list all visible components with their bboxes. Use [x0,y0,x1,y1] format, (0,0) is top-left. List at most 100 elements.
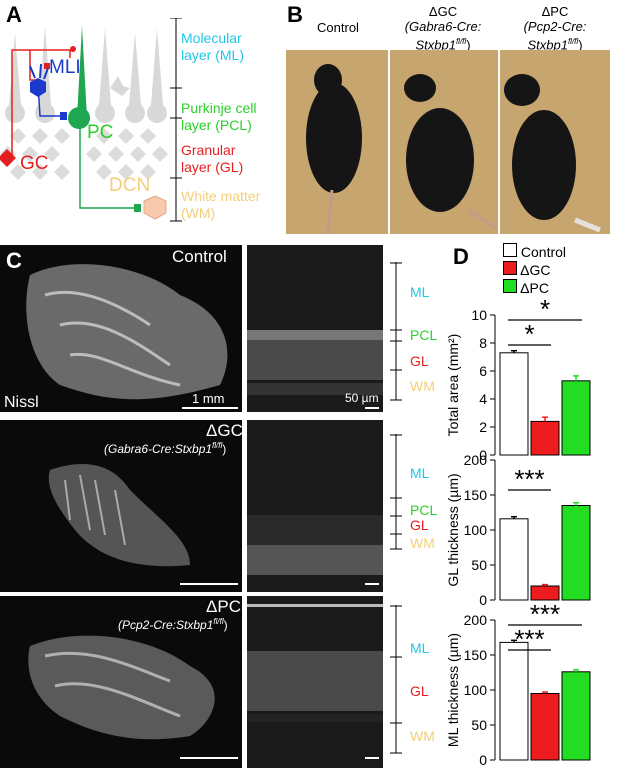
header-dpc-line2: (Pcp2-Cre: [523,19,587,34]
bar [499,352,529,456]
y-tick-label: 50 [471,557,487,573]
c-control-ml: ML [410,284,430,300]
layer-bracket-control [390,262,402,401]
bar [499,641,529,761]
header-dpc-line1: ΔPC [541,4,569,19]
significance-marker: *** [514,624,544,654]
section-dpc [0,596,242,768]
legend-swatch-dpc [503,279,517,293]
section-control [0,245,242,412]
row-dgc-subtitle: (Gabra6-Cre:Stxbp1fl/fl) [104,441,226,456]
header-dpc-close: ) [578,37,583,53]
mouse-photo-control [286,50,388,234]
micrograph-dgc [247,420,383,592]
bar [499,518,529,601]
y-tick-label: 100 [464,522,488,538]
y-axis-label: Total area (mm²) [445,334,461,437]
pc-label: PC [87,122,114,143]
micrograph-dpc [247,596,383,768]
micrograph-control [247,245,383,412]
y-tick-label: 8 [479,335,487,351]
bar [530,585,560,601]
header-dpc-sup: fl/fl [567,37,579,46]
layer-bracket-dgc [390,434,402,550]
c-control-gl: GL [410,353,429,369]
y-tick-label: 6 [479,363,487,379]
c-dpc-wm: WM [410,728,435,744]
c-control-pcl: PCL [410,327,438,343]
section-scale-bar-dgc [180,583,238,585]
row-dpc-subtitle-sup: fl/fl [213,617,224,626]
y-axis-label: GL thickness (µm) [445,473,461,586]
header-dgc-line3: Stxbp1 [415,37,456,53]
bar [561,380,591,456]
header-control-line1: Control [317,20,359,35]
y-tick-label: 50 [471,717,487,733]
header-dpc-line3: Stxbp1 [527,37,568,53]
legend-swatch-control [503,243,517,257]
layer-label-pcl: Purkinje cell layer (PCL) [181,100,257,133]
row-dpc-subtitle-text: (Pcp2-Cre:Stxbp1 [118,618,214,632]
cerebellum-slice-control [26,264,228,400]
mouse-silhouette-dgc [404,74,497,230]
layer-label-wm: White matter (WM) [181,188,261,221]
layer-label-ml: Molecular layer (ML) [181,30,245,63]
header-dpc: ΔPC (Pcp2-Cre: Stxbp1fl/fl) [500,4,610,52]
y-tick-label: 10 [471,307,487,323]
y-tick-label: 150 [464,487,488,503]
bar [561,671,591,761]
significance-marker: * [524,319,534,349]
section-dgc [0,420,242,592]
significance-marker: *** [530,599,560,629]
section-scale-bar-dpc [180,757,238,759]
row-dgc-subtitle-sup: fl/fl [212,441,223,450]
legend-control: Control [503,243,566,261]
micrograph-texture-control [247,330,383,395]
mouse-photo-dpc [500,50,610,234]
significance-marker: * [540,300,550,324]
dcn-label: DCN [109,175,151,196]
micro-scale-bar-dgc [365,583,379,585]
significance-marker: *** [514,464,544,494]
layer-bracket-dpc [390,605,402,754]
legend-dpc: ΔPC [503,279,566,297]
mli-label: MLI [49,57,81,78]
row-dgc-subtitle-close: ) [222,442,227,456]
c-dgc-gl: GL [410,517,429,533]
y-tick-label: 200 [464,452,488,468]
y-tick-label: 150 [464,647,488,663]
header-dgc-line2: (Gabra6-Cre: [404,19,482,34]
y-tick-label: 0 [479,752,487,768]
panel-b-letter: B [287,2,303,27]
c-control-wm: WM [410,378,435,394]
stain-label: Nissl [4,394,39,411]
row-dpc-subtitle: (Pcp2-Cre:Stxbp1fl/fl) [118,617,228,632]
row-dgc-title: ΔGC [206,421,243,440]
c-dgc-ml: ML [410,465,430,481]
y-tick-label: 200 [464,612,488,628]
mouse-silhouette-control [306,64,362,234]
legend-dgc: ΔGC [503,261,566,279]
micrograph-texture-dgc [247,515,383,575]
micrograph-texture-dpc [247,604,383,722]
row-dpc-title: ΔPC [206,597,241,616]
layer-label-gl: Granular layer (GL) [181,142,244,175]
gc-label: GC [20,153,49,174]
cerebellar-circuit-diagram [0,18,182,222]
bar [530,693,560,761]
header-dgc-line1: ΔGC [428,4,458,19]
y-tick-label: 100 [464,682,488,698]
cerebellum-slice-dpc [28,635,215,740]
legend-label-control: Control [520,244,567,260]
bar [561,505,591,601]
micro-scale-label: 50 µm [345,391,379,405]
micro-scale-bar [365,407,379,409]
header-dgc-close: ) [466,37,471,53]
section-scale-bar [182,407,238,409]
cerebellum-slice-dgc [48,464,190,567]
mouse-photo-dgc [390,50,498,234]
panel-c-letter: C [6,248,22,273]
row-control-title: Control [172,247,227,266]
row-dpc-subtitle-close: ) [223,618,228,632]
